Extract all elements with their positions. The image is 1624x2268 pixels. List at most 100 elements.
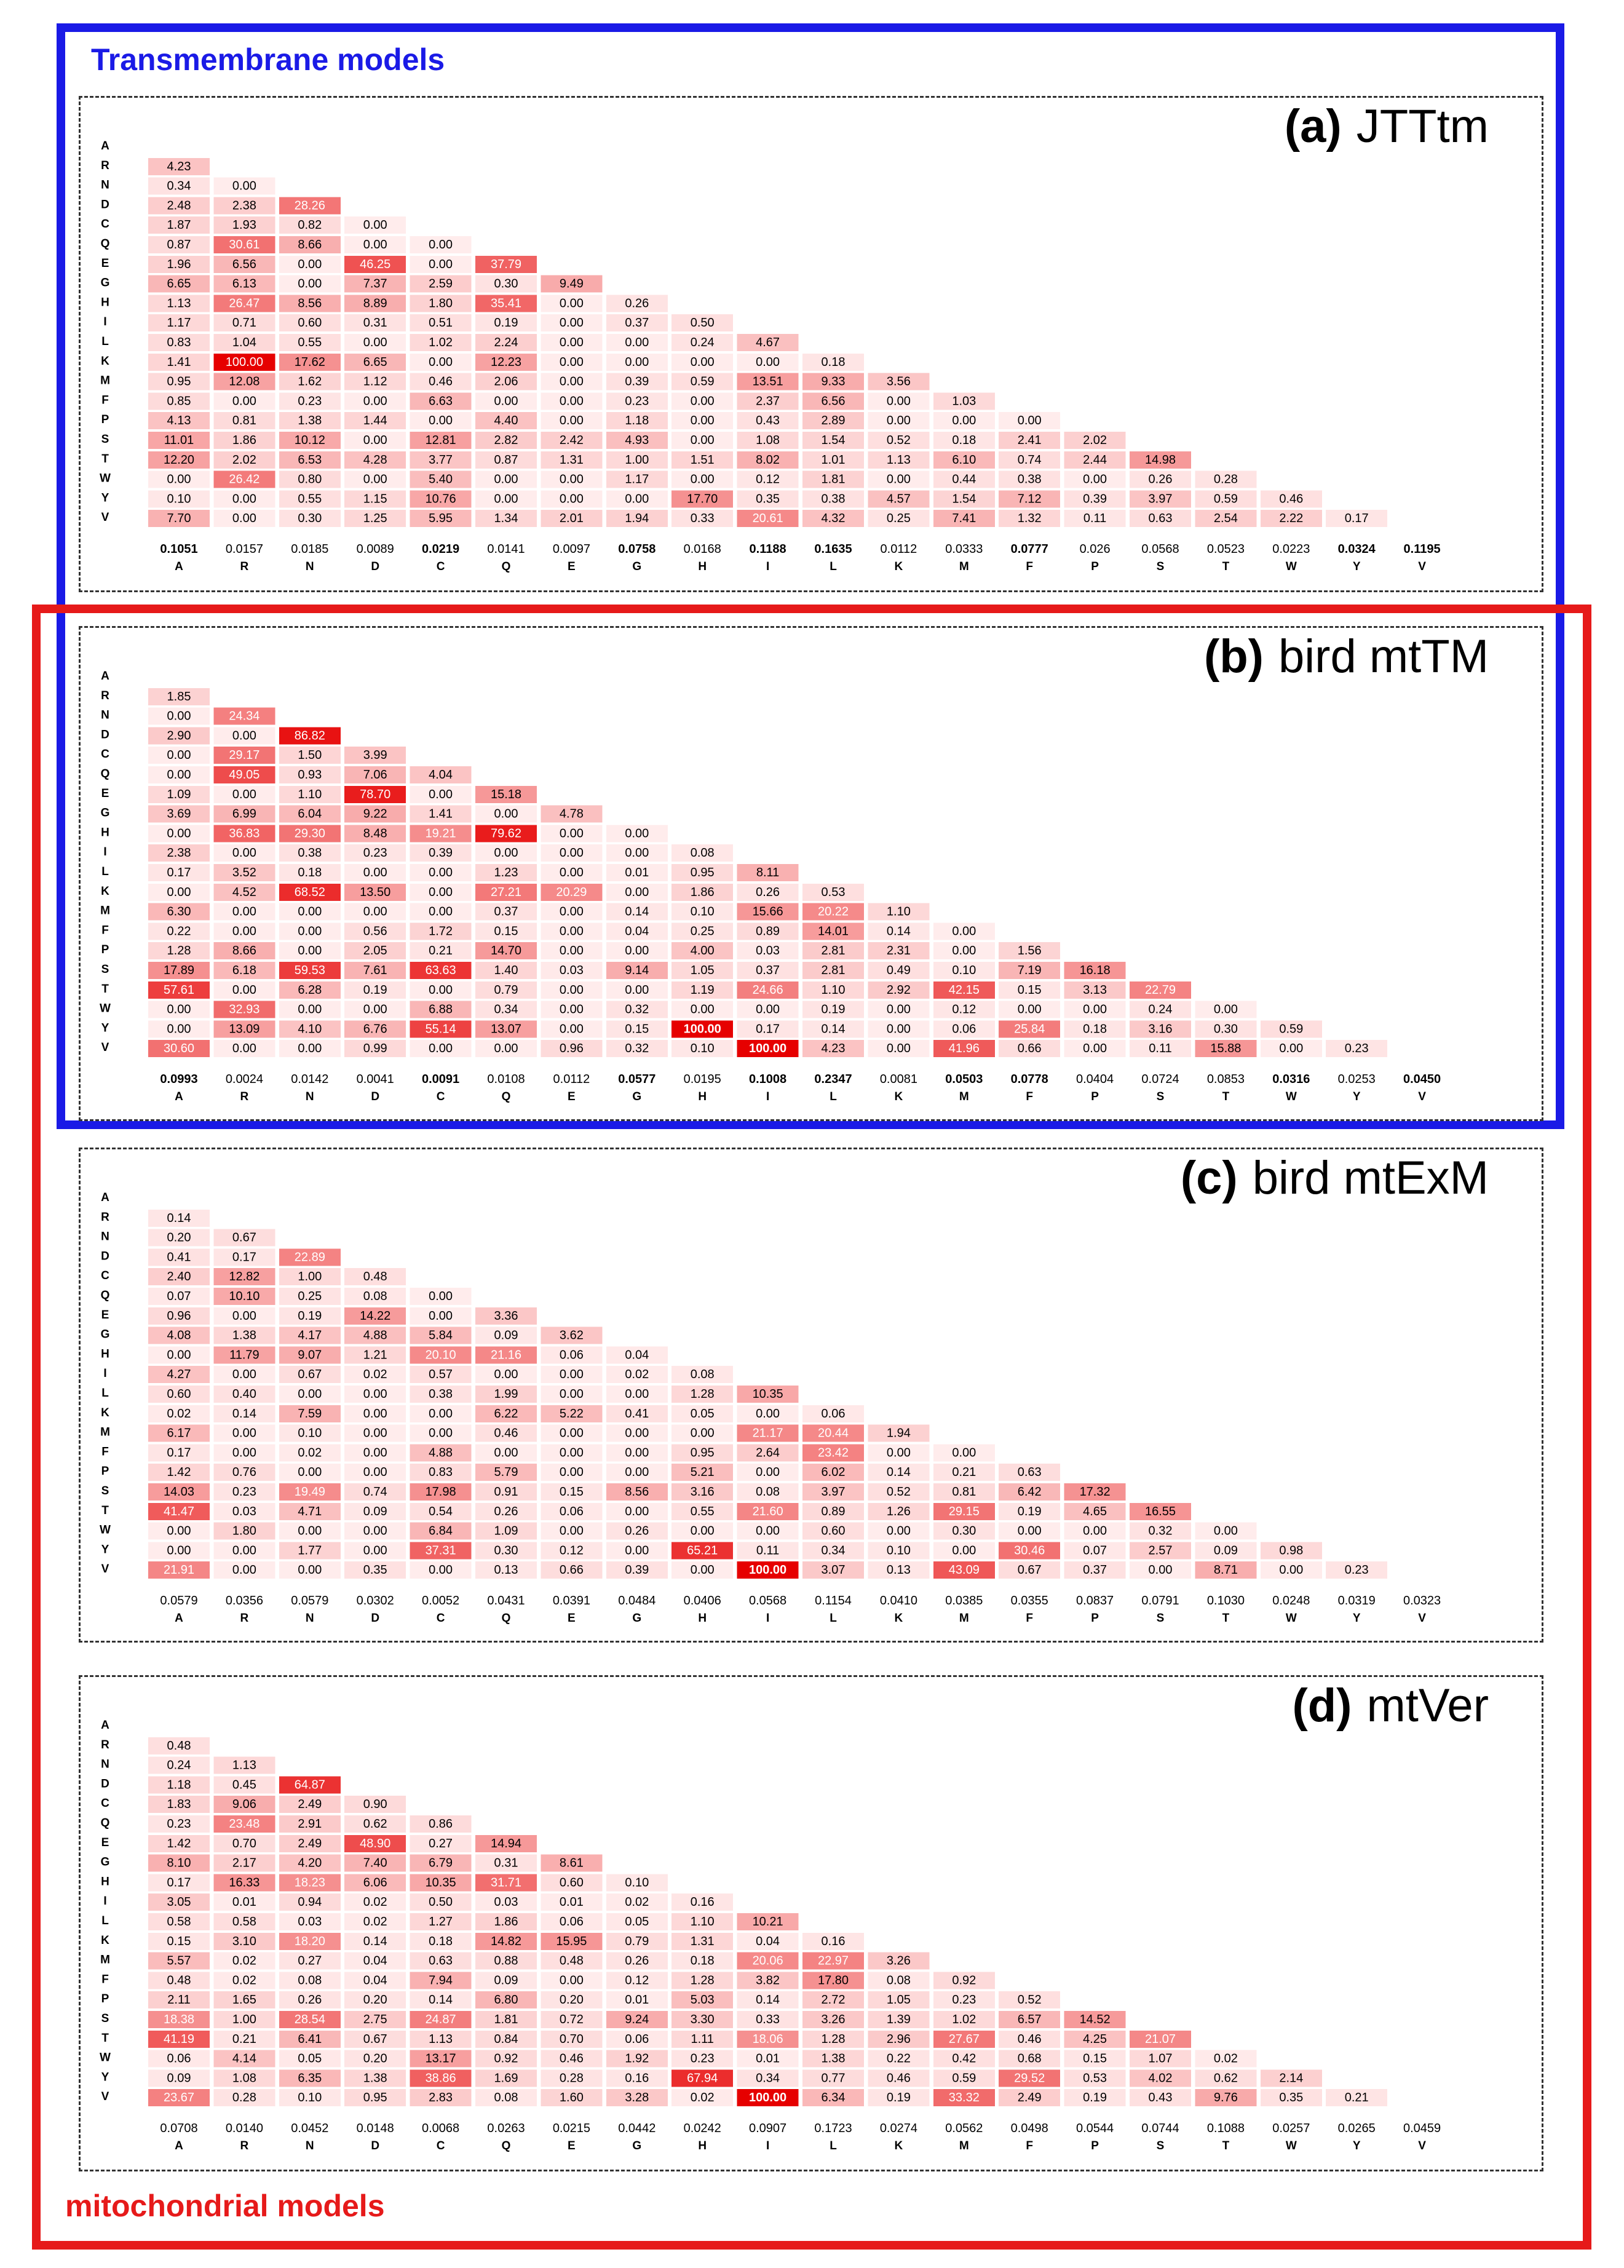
- heatmap-cell-bg: [933, 510, 995, 528]
- heatmap-cell-bg: [213, 864, 275, 881]
- heatmap-cell-bg: [475, 1040, 537, 1058]
- heatmap-cell-bg: [475, 1561, 537, 1579]
- heatmap-cell-value: 49.05: [229, 768, 259, 782]
- row-label-g: G: [101, 807, 110, 820]
- panel-title: (b) bird mtTM: [1204, 630, 1489, 683]
- heatmap-cell-bg: [802, 470, 864, 488]
- col-label-v: V: [1418, 2139, 1426, 2152]
- heatmap-cell-bg: [213, 844, 275, 862]
- heatmap-cell-value: 14.70: [491, 944, 521, 958]
- heatmap-cell-value: 1.04: [232, 336, 256, 349]
- heatmap-cell-bg: [1260, 1040, 1322, 1058]
- heatmap-cell-bg: [737, 1444, 799, 1462]
- heatmap-cell-bg: [475, 412, 537, 430]
- heatmap-cell-value: 2.57: [1149, 1544, 1173, 1557]
- heatmap-cell-bg: [802, 2011, 864, 2028]
- heatmap-cell-value: 0.00: [363, 1525, 387, 1538]
- heatmap-cell-value: 0.89: [756, 924, 780, 938]
- heatmap-cell-value: 1.99: [494, 1387, 518, 1401]
- row-label-q: Q: [101, 1817, 110, 1830]
- heatmap-cell-value: 0.76: [232, 1465, 256, 1479]
- heatmap-cell-bg: [606, 1424, 668, 1442]
- heatmap-cell-bg: [148, 747, 210, 764]
- heatmap-cell-bg: [671, 1386, 734, 1403]
- heatmap-cell-bg: [344, 1561, 406, 1579]
- heatmap-cell-value: 2.83: [429, 2091, 453, 2104]
- heatmap-cell-value: 0.31: [494, 1857, 518, 1870]
- frequency-e: 0.0112: [553, 1073, 590, 1086]
- heatmap-cell-value: 8.48: [363, 827, 387, 840]
- heatmap-cell-value: 0.08: [756, 1485, 780, 1499]
- heatmap-cell-value: 0.35: [756, 492, 780, 506]
- heatmap-cell-bg: [475, 1020, 537, 1038]
- heatmap-cell-value: 2.96: [887, 2032, 911, 2046]
- heatmap-cell-value: 0.00: [887, 1042, 911, 1055]
- heatmap-cell-value: 1.39: [887, 2013, 911, 2026]
- heatmap-cell-value: 0.00: [887, 394, 911, 408]
- heatmap-cell-value: 2.38: [167, 846, 191, 860]
- heatmap-cell-value: 1.08: [232, 2071, 256, 2085]
- heatmap-cell-value: 8.10: [167, 1857, 191, 1870]
- heatmap-cell-bg: [410, 2089, 472, 2107]
- heatmap-cell-value: 0.60: [560, 1876, 584, 1889]
- heatmap-cell-bg: [671, 432, 734, 449]
- heatmap-cell-value: 4.32: [822, 512, 846, 525]
- heatmap-cell-bg: [541, 373, 603, 391]
- col-label-e: E: [568, 1090, 576, 1103]
- panel-title: (d) mtVer: [1292, 1679, 1489, 1732]
- heatmap-cell-bg: [213, 747, 275, 764]
- heatmap-cell-bg: [737, 2069, 799, 2087]
- heatmap-cell-value: 2.44: [1083, 453, 1107, 467]
- heatmap-cell-value: 0.00: [167, 748, 191, 762]
- heatmap-cell-bg: [410, 1405, 472, 1422]
- heatmap-cell-bg: [999, 962, 1061, 979]
- heatmap-cell-value: 1.86: [494, 1915, 518, 1929]
- heatmap-cell-bg: [541, 412, 603, 430]
- heatmap-cell-bg: [1064, 2030, 1126, 2048]
- heatmap-cell-value: 29.52: [1014, 2071, 1045, 2085]
- heatmap-cell-bg: [410, 314, 472, 332]
- heatmap-cell-value: 0.67: [363, 2032, 387, 2046]
- frequency-c: 0.0068: [422, 2122, 459, 2135]
- heatmap-cell-bg: [148, 1326, 210, 1344]
- heatmap-cell-bg: [148, 1288, 210, 1305]
- heatmap-cell-bg: [475, 2011, 537, 2028]
- heatmap-cell-value: 0.00: [363, 473, 387, 486]
- heatmap-cell-bg: [344, 1405, 406, 1422]
- frequency-k: 0.0410: [880, 1594, 917, 1608]
- heatmap-cell-bg: [148, 295, 210, 312]
- heatmap-cell-value: 0.03: [560, 964, 584, 977]
- heatmap-cell-bg: [475, 942, 537, 960]
- heatmap-cell-value: 0.08: [363, 1290, 387, 1303]
- heatmap-cell-bg: [671, 1405, 734, 1422]
- heatmap-cell-value: 0.55: [691, 1505, 715, 1518]
- heatmap-cell-bg: [344, 1483, 406, 1501]
- heatmap-cell-value: 0.00: [625, 1544, 649, 1557]
- heatmap-cell-bg: [541, 451, 603, 469]
- row-label-i: I: [103, 1895, 106, 1908]
- heatmap-cell-value: 9.14: [625, 964, 649, 977]
- heatmap-cell-bg: [868, 1424, 930, 1442]
- heatmap-cell-value: 0.32: [625, 1003, 649, 1017]
- heatmap-cell-bg: [213, 1776, 275, 1794]
- heatmap-cell-bg: [213, 236, 275, 253]
- heatmap-cell-value: 1.10: [887, 905, 911, 919]
- heatmap-cell-value: 1.28: [691, 1973, 715, 1987]
- heatmap-cell-bg: [279, 1932, 341, 1950]
- heatmap-cell-value: 1.08: [756, 434, 780, 447]
- heatmap-cell-value: 0.60: [167, 1387, 191, 1401]
- heatmap-cell-bg: [475, 1424, 537, 1442]
- heatmap-cell-value: 0.00: [1018, 414, 1042, 427]
- frequency-a: 0.0708: [160, 2122, 197, 2135]
- heatmap-cell-value: 0.00: [167, 1525, 191, 1538]
- heatmap-cell-bg: [1130, 2050, 1191, 2068]
- heatmap-cell-bg: [410, 236, 472, 253]
- heatmap-cell-value: 0.00: [560, 375, 584, 389]
- heatmap-cell-value: 0.00: [232, 394, 256, 408]
- frequency-g: 0.0577: [618, 1073, 656, 1086]
- heatmap-cell-bg: [148, 1366, 210, 1384]
- row-label-a: A: [101, 140, 109, 153]
- heatmap-cell-bg: [279, 1991, 341, 2009]
- heatmap-cell-bg: [410, 510, 472, 528]
- heatmap-cell-bg: [148, 392, 210, 410]
